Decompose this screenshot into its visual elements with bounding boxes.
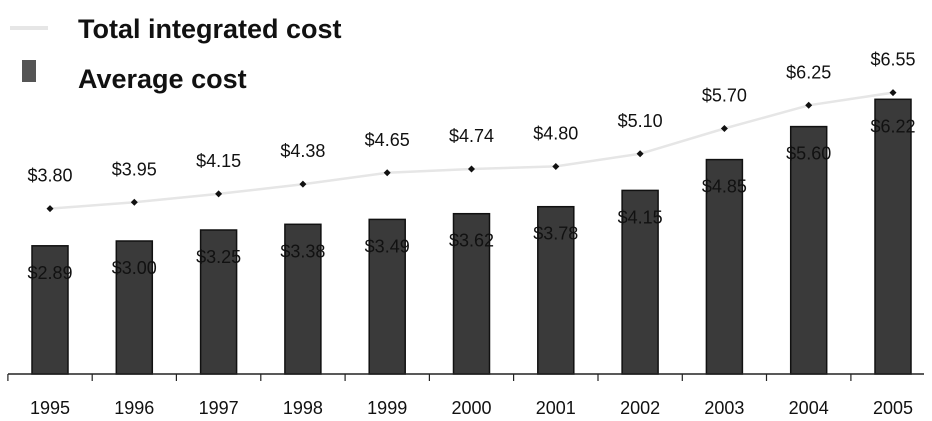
- bar-label-2000: $3.62: [449, 231, 494, 251]
- bar-label-2004: $5.60: [786, 144, 831, 164]
- total-cost-line: [49, 91, 894, 210]
- line-label-1998: $4.38: [280, 141, 325, 161]
- bar-series: [31, 98, 912, 375]
- line-label-2000: $4.74: [449, 126, 494, 146]
- bar-2005: [874, 98, 912, 375]
- bar-2001: [537, 205, 575, 375]
- line-point-1997: [215, 190, 223, 198]
- line-point-2005: [889, 89, 897, 97]
- x-tick-label-2002: 2002: [620, 398, 660, 418]
- bar-2003: [705, 158, 744, 375]
- bar-1996: [115, 240, 154, 375]
- bar-label-2001: $3.78: [533, 224, 578, 244]
- bar-2002: [621, 189, 659, 375]
- x-tick-label-2001: 2001: [536, 398, 576, 418]
- line-point-1998: [299, 180, 307, 188]
- line-label-1995: $3.80: [27, 166, 72, 186]
- x-tick-label-2003: 2003: [704, 398, 744, 418]
- legend-bar-swatch: [22, 60, 36, 82]
- bar-label-1998: $3.38: [280, 241, 325, 261]
- bar-label-1996: $3.00: [112, 258, 157, 278]
- bar-data-labels: $2.89 $3.00 $3.25 $3.38 $3.49 $3.62 $3.78 $4.15…: [27, 116, 915, 282]
- line-point-1995: [46, 205, 54, 213]
- x-axis: 1995 1996 1997 1998 1999 2000 2001 2002 2003 2004…: [7, 373, 924, 418]
- bar-label-2003: $4.85: [702, 177, 747, 197]
- line-label-2002: $5.10: [618, 111, 663, 131]
- x-tick-label-1995: 1995: [30, 398, 70, 418]
- bar-2004: [789, 125, 828, 375]
- line-point-1999: [383, 169, 391, 177]
- x-tick-label-1998: 1998: [283, 398, 323, 418]
- bar-2000: [452, 212, 491, 375]
- x-tick-label-2000: 2000: [451, 398, 491, 418]
- x-tick-label-1999: 1999: [367, 398, 407, 418]
- line-point-2001: [552, 162, 560, 170]
- bar-label-1999: $3.49: [365, 236, 410, 256]
- line-label-1999: $4.65: [365, 130, 410, 150]
- line-label-1996: $3.95: [112, 159, 157, 179]
- line-point-2002: [636, 150, 644, 158]
- x-tick-label-2005: 2005: [873, 398, 913, 418]
- line-series: [46, 89, 897, 213]
- legend-label-line: Total integrated cost: [78, 14, 342, 44]
- bar-label-2005: $6.22: [870, 116, 915, 136]
- legend-label-bar: Average cost: [78, 64, 247, 94]
- line-point-2003: [720, 124, 728, 132]
- line-label-2004: $6.25: [786, 62, 831, 82]
- line-label-2003: $5.70: [702, 86, 747, 106]
- line-label-2001: $4.80: [533, 123, 578, 143]
- bar-label-1995: $2.89: [27, 263, 72, 283]
- line-point-2000: [468, 165, 475, 173]
- line-point-1996: [130, 198, 138, 206]
- bar-label-1997: $3.25: [196, 247, 241, 267]
- legend: Total integrated cost Average cost: [10, 14, 342, 94]
- x-tick-label-1996: 1996: [114, 398, 154, 418]
- x-tick-label-1997: 1997: [199, 398, 239, 418]
- line-data-labels: $3.80 $3.95 $4.15 $4.38 $4.65 $4.74 $4.80 $5.10…: [27, 50, 915, 186]
- bar-1999: [368, 218, 406, 375]
- x-tick-label-2004: 2004: [789, 398, 829, 418]
- bar-label-2002: $4.15: [618, 207, 663, 227]
- line-label-1997: $4.15: [196, 151, 241, 171]
- line-point-2004: [805, 101, 813, 109]
- line-label-2005: $6.55: [870, 50, 915, 70]
